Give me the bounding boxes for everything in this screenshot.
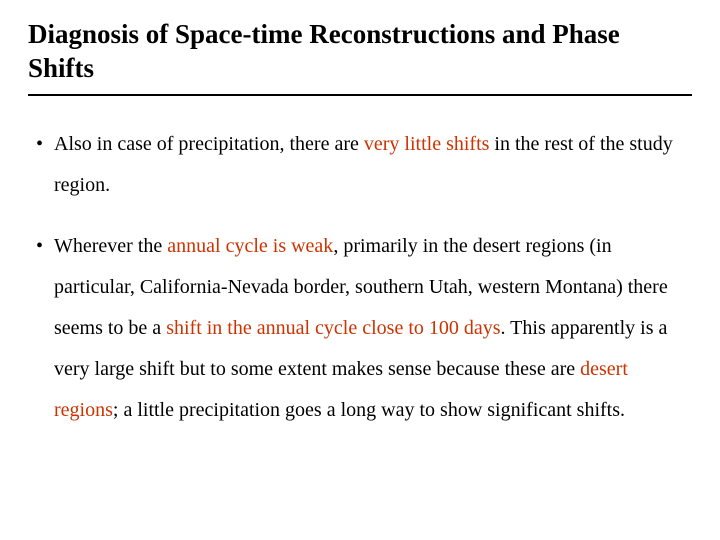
slide-title: Diagnosis of Space-time Reconstructions … bbox=[28, 18, 692, 96]
highlight-frag: shift in the annual cycle close to 100 d… bbox=[166, 317, 500, 339]
text-frag: ; a little precipitation goes a long way… bbox=[113, 399, 625, 421]
highlight-frag: very little shifts bbox=[364, 133, 490, 155]
text-frag: Also in case of precipitation, there are bbox=[54, 133, 364, 155]
bullet-list: Also in case of precipitation, there are… bbox=[28, 124, 692, 431]
text-frag: Wherever the bbox=[54, 235, 167, 257]
bullet-item-2: Wherever the annual cycle is weak, prima… bbox=[36, 226, 692, 431]
bullet-item-1: Also in case of precipitation, there are… bbox=[36, 124, 692, 206]
highlight-frag: annual cycle is weak bbox=[167, 235, 333, 257]
